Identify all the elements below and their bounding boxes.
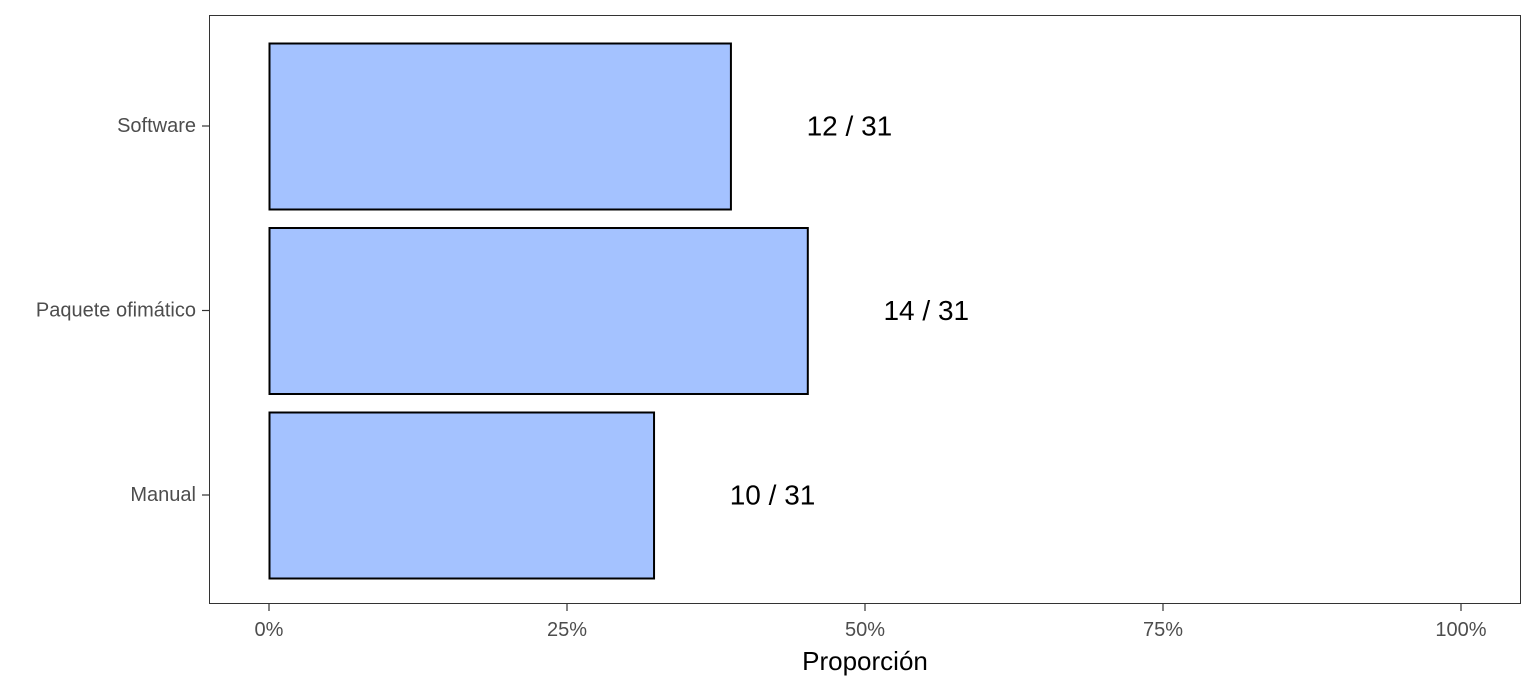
bars-group: [268, 42, 809, 580]
plot-panel-border: [209, 15, 1521, 604]
data-label-software: 12 / 31: [807, 111, 893, 142]
y-tick-label-manual: Manual: [130, 484, 196, 506]
x-tick-label-3: 75%: [1143, 619, 1183, 641]
x-tick-label-2: 50%: [845, 619, 885, 641]
x-tick-label-4: 100%: [1435, 619, 1486, 641]
x-tick-label-1: 25%: [547, 619, 587, 641]
x-axis: 0% 25% 50% 75% 100%: [255, 604, 1487, 641]
y-axis: Manual Paquete ofimático Software: [36, 115, 209, 506]
bar-paquete-ofimatico: [268, 227, 809, 395]
bar-manual: [268, 411, 656, 580]
bar-software: [268, 42, 732, 211]
y-tick-label-paquete-ofimatico: Paquete ofimático: [36, 300, 196, 322]
x-tick-label-0: 0%: [255, 619, 284, 641]
x-axis-title: Proporción: [802, 646, 928, 676]
y-tick-label-software: Software: [117, 115, 196, 137]
data-labels-group: 10 / 31 14 / 31 12 / 31: [730, 111, 969, 511]
data-label-paquete-ofimatico: 14 / 31: [883, 295, 969, 326]
data-label-manual: 10 / 31: [730, 480, 816, 511]
